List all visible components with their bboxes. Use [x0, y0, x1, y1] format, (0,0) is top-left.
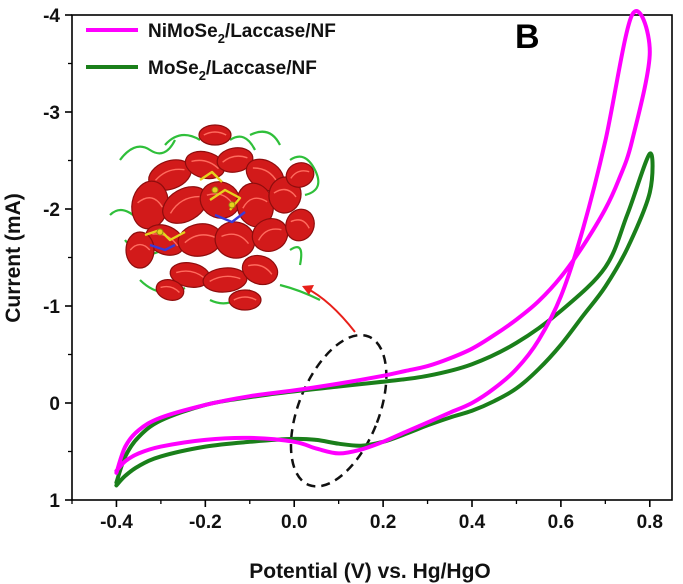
y-axis-title: Current (mA) — [2, 193, 25, 323]
y-tick-label: -4 — [43, 6, 60, 27]
y-tick-label: 0 — [49, 394, 60, 415]
y-tick-label: -1 — [43, 297, 60, 318]
pointer-arrow-head — [302, 285, 314, 295]
legend-entry-label: NiMoSe2/Laccase/NF — [148, 21, 336, 46]
series-layer — [114, 9, 655, 488]
laccase-protein-structure-image — [109, 124, 321, 311]
pointer-arrow — [305, 287, 356, 333]
x-tick-label: 0.4 — [459, 512, 486, 533]
y-tick-label: -2 — [43, 200, 60, 221]
annotation-layer — [289, 285, 388, 488]
series-line-nimose2 — [114, 9, 652, 475]
x-tick-label: 0.2 — [370, 512, 396, 533]
y-tick-label: -3 — [43, 103, 60, 124]
x-tick-label: 0.8 — [637, 512, 663, 533]
plot-border — [71, 14, 673, 501]
panel-label: B — [515, 18, 540, 56]
x-tick-label: 0.6 — [548, 512, 574, 533]
plot-area — [71, 14, 673, 501]
axes-layer: -0.4 -0.2 0.0 0.2 0.4 0.6 0.8 -4 -3 -2 -1 0 1 — [43, 6, 663, 533]
y-tick-label: 1 — [49, 491, 60, 512]
x-tick-label: -0.2 — [189, 512, 222, 533]
x-tick-label: -0.4 — [100, 512, 133, 533]
x-tick-label: 0.0 — [281, 512, 307, 533]
legend-entry-label: MoSe2/Laccase/NF — [148, 58, 317, 83]
legend: NiMoSe2/Laccase/NF MoSe2/Laccase/NF — [86, 21, 336, 83]
dashed-ellipse-annotation — [289, 333, 388, 488]
x-axis-title: Potential (V) vs. Hg/HgO — [249, 560, 491, 583]
